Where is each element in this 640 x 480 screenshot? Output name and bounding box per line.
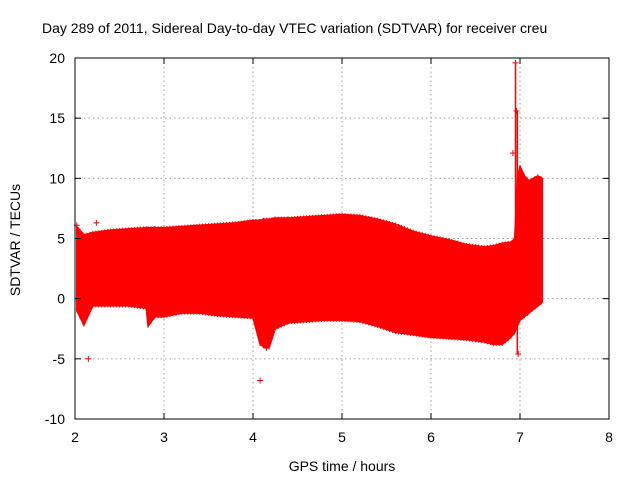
x-tick-label: 4 (249, 429, 257, 445)
x-tick-label: 8 (605, 429, 613, 445)
chart-title: Day 289 of 2011, Sidereal Day-to-day VTE… (42, 20, 547, 36)
sdtvar-outlier-point (515, 351, 522, 358)
sdtvar-outlier-point (85, 355, 92, 362)
x-tick-label: 3 (160, 429, 168, 445)
y-axis-label: SDTVAR / TECUs (7, 184, 23, 296)
y-tick-label: 0 (57, 291, 65, 307)
x-tick-label: 7 (516, 429, 524, 445)
axis-layer: 2 3 4 5 6 7 8 -10 -5 0 5 10 15 20 (45, 50, 613, 445)
y-tick-label: 10 (49, 170, 65, 186)
y-tick-label: -5 (53, 351, 66, 367)
sdtvar-outlier-point (509, 150, 516, 157)
y-tick-label: 5 (57, 231, 65, 247)
x-tick-label: 5 (338, 429, 346, 445)
y-tick-label: 15 (49, 110, 65, 126)
x-tick-label: 2 (71, 429, 79, 445)
sdtvar-outlier-point (93, 219, 100, 226)
data-layer (73, 59, 544, 384)
y-tick-label: 20 (49, 50, 65, 66)
y-tick-label: -10 (45, 411, 65, 427)
sdtvar-outlier-point (263, 345, 270, 352)
sdtvar-outlier-point (512, 59, 519, 66)
sdtvar-outlier-point (257, 377, 264, 384)
x-axis-label: GPS time / hours (289, 458, 396, 474)
x-tick-label: 6 (427, 429, 435, 445)
sdtvar-outlier-point (513, 107, 520, 114)
